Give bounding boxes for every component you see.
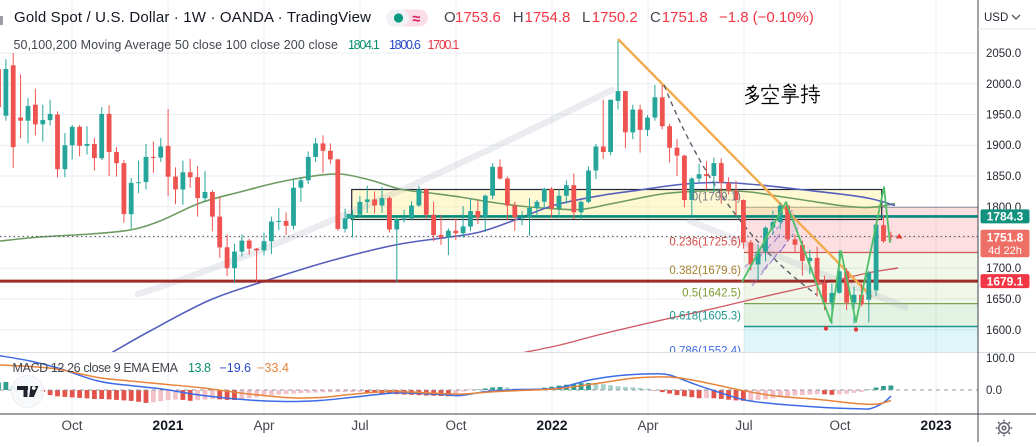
svg-text:2021: 2021	[152, 417, 183, 433]
svg-text:50,100,200 Moving Average 50 c: 50,100,200 Moving Average 50 close 100 c…	[14, 38, 339, 52]
svg-text:1800.6: 1800.6	[389, 38, 421, 52]
svg-text:Oct: Oct	[61, 418, 82, 433]
svg-text:1750.2: 1750.2	[592, 9, 638, 26]
svg-text:1751.8: 1751.8	[987, 231, 1024, 245]
svg-text:1950.0: 1950.0	[986, 110, 1021, 122]
svg-text:0(1799.1): 0(1799.1)	[692, 191, 741, 203]
svg-text:1804.1: 1804.1	[348, 38, 380, 52]
svg-text:−1.8: −1.8	[719, 9, 749, 26]
svg-text:1754.8: 1754.8	[525, 9, 571, 26]
svg-text:2000.0: 2000.0	[986, 79, 1021, 91]
svg-text:2023: 2023	[920, 417, 951, 433]
svg-text:2022: 2022	[536, 417, 567, 433]
svg-text:C: C	[650, 9, 661, 26]
svg-text:Apr: Apr	[253, 418, 275, 433]
svg-text:USD: USD	[984, 12, 1008, 24]
svg-text:H: H	[513, 9, 524, 26]
svg-text:2050.0: 2050.0	[986, 48, 1021, 60]
svg-text:1900.0: 1900.0	[986, 140, 1021, 152]
svg-text:13.8: 13.8	[188, 361, 211, 375]
svg-text:1679.1: 1679.1	[987, 274, 1024, 288]
svg-text:1784.3: 1784.3	[987, 210, 1024, 224]
svg-text:−33.4: −33.4	[257, 361, 289, 375]
svg-text:O: O	[444, 9, 456, 26]
svg-text:0.618(1605.3): 0.618(1605.3)	[669, 311, 741, 323]
svg-text:−19.6: −19.6	[220, 361, 252, 375]
svg-text:≈: ≈	[413, 12, 421, 28]
svg-text:Gold Spot / U.S. Dollar · 1W ·: Gold Spot / U.S. Dollar · 1W · OANDA · T…	[14, 9, 371, 26]
svg-text:0.382(1679.6): 0.382(1679.6)	[669, 265, 741, 277]
svg-text:Jul: Jul	[735, 418, 752, 433]
svg-text:Oct: Oct	[445, 418, 466, 433]
svg-text:(−0.10%): (−0.10%)	[753, 9, 814, 26]
svg-text:Jul: Jul	[351, 418, 368, 433]
svg-text:4d 22h: 4d 22h	[988, 245, 1022, 257]
svg-text:1700.1: 1700.1	[428, 38, 460, 52]
svg-text:L: L	[582, 9, 590, 26]
svg-text:0.0: 0.0	[986, 385, 1002, 397]
svg-text:0.236(1725.6): 0.236(1725.6)	[669, 237, 741, 249]
svg-text:1650.0: 1650.0	[986, 294, 1021, 306]
svg-text:1753.6: 1753.6	[455, 9, 501, 26]
svg-text:100.0: 100.0	[986, 353, 1015, 365]
svg-text:Apr: Apr	[637, 418, 659, 433]
svg-text:1600.0: 1600.0	[986, 325, 1021, 337]
svg-text:Oct: Oct	[829, 418, 850, 433]
svg-text:MACD 12 26 close 9 EMA EMA: MACD 12 26 close 9 EMA EMA	[13, 361, 179, 375]
svg-text:1850.0: 1850.0	[986, 171, 1021, 183]
svg-text:0.5(1642.5): 0.5(1642.5)	[682, 288, 741, 300]
svg-text:1751.8: 1751.8	[662, 9, 708, 26]
